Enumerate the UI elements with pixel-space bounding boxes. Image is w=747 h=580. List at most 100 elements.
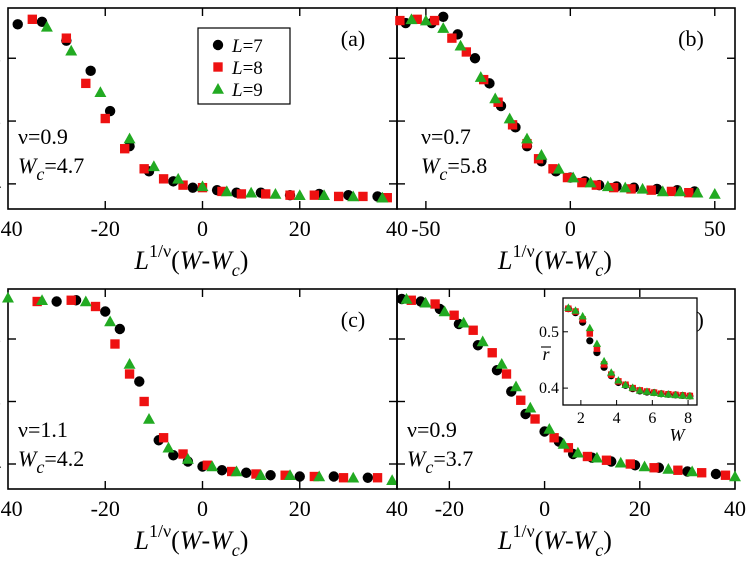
data-point xyxy=(110,339,120,349)
inset-data-point xyxy=(678,391,687,399)
data-point xyxy=(662,463,675,474)
x-tick-label: 40 xyxy=(386,216,408,241)
data-point xyxy=(347,190,360,202)
data-point xyxy=(220,185,233,197)
y-tick-label: 0.5 xyxy=(0,326,1,351)
x-tick-label: 40 xyxy=(386,496,408,521)
inset-data-point xyxy=(586,337,594,345)
nu-value: ν=0.9 xyxy=(407,417,457,442)
data-point xyxy=(147,160,160,172)
data-point xyxy=(625,459,635,469)
x-tick-label: 0 xyxy=(197,216,208,241)
data-point xyxy=(562,172,573,183)
data-point xyxy=(376,191,389,203)
x-tick-label: 50 xyxy=(704,216,726,241)
legend-marker xyxy=(213,62,223,72)
data-point xyxy=(178,180,188,190)
data-point xyxy=(516,395,526,405)
inset-data-point xyxy=(593,345,601,352)
data-point xyxy=(139,164,149,174)
data-point xyxy=(419,14,432,26)
data-point xyxy=(362,472,374,483)
data-point xyxy=(590,451,603,463)
data-point xyxy=(120,144,130,154)
data-point xyxy=(124,369,135,379)
data-point xyxy=(691,186,704,198)
data-point xyxy=(666,186,677,197)
inset-data-point xyxy=(621,380,630,389)
data-point xyxy=(338,473,349,483)
data-point xyxy=(608,182,619,193)
wc-value: Wc=4.2 xyxy=(18,446,84,477)
data-point xyxy=(419,296,432,308)
nu-value: ν=1.1 xyxy=(18,417,68,442)
data-point xyxy=(487,348,497,358)
data-point xyxy=(104,315,117,327)
panel-letter: (a) xyxy=(341,26,365,51)
inset-data-point xyxy=(671,390,680,399)
data-point xyxy=(449,310,459,320)
data-point xyxy=(571,446,584,458)
data-point xyxy=(94,86,107,97)
data-point xyxy=(386,474,399,486)
data-point xyxy=(2,291,14,303)
data-point xyxy=(139,396,149,407)
panel-b: -50 0 50 (b) ν=0.7 Wc=5.8 xyxy=(395,7,736,241)
data-point xyxy=(372,473,383,483)
data-point xyxy=(51,296,62,307)
data-point xyxy=(636,182,649,194)
inset-y-tick-label: 0.4 xyxy=(539,380,559,397)
data-point xyxy=(524,401,537,413)
data-point xyxy=(196,180,209,192)
x-tick-label: 20 xyxy=(289,216,311,241)
x-axis-label: L1/ν(W-Wc) xyxy=(497,241,612,280)
wc-value: Wc=5.8 xyxy=(421,153,487,184)
data-point xyxy=(285,190,295,200)
data-point xyxy=(729,470,741,482)
data-point xyxy=(510,380,522,392)
inset-data-point xyxy=(664,390,673,398)
data-point xyxy=(521,132,533,144)
data-point xyxy=(438,305,451,317)
data-point xyxy=(100,306,111,317)
inset-data-point xyxy=(578,311,587,320)
inset-data-point xyxy=(585,323,594,332)
inset-x-tick-label: 4 xyxy=(613,410,621,427)
data-point xyxy=(347,471,360,483)
inset-data-point xyxy=(586,330,594,337)
data-point xyxy=(582,451,593,462)
legend-label: L=7 xyxy=(231,36,263,57)
x-tick-label: 0 xyxy=(197,496,208,521)
y-tick-label: 0.45 xyxy=(0,108,1,133)
data-point xyxy=(447,33,457,43)
x-tick-label: -40 xyxy=(0,496,23,521)
data-point xyxy=(412,14,422,24)
wc-value: Wc=3.7 xyxy=(407,446,473,477)
data-point xyxy=(216,465,228,476)
series-L9 xyxy=(405,13,721,199)
series-L9 xyxy=(40,20,389,203)
data-point xyxy=(619,181,632,193)
data-point xyxy=(230,465,243,477)
data-point xyxy=(552,162,565,174)
data-point xyxy=(548,164,558,174)
data-point xyxy=(405,13,418,25)
data-point xyxy=(226,466,237,477)
inset-data-point xyxy=(592,339,602,347)
data-point xyxy=(236,189,247,199)
data-point xyxy=(309,471,320,482)
panel-frame xyxy=(396,7,736,210)
data-point xyxy=(557,438,570,449)
y-tick-label: 0.4 xyxy=(0,451,1,476)
legend-marker xyxy=(212,83,224,94)
inset-x-tick-label: 8 xyxy=(684,410,692,427)
data-point xyxy=(313,470,326,482)
inset-data-point xyxy=(657,389,666,398)
inset-data-point xyxy=(599,356,609,365)
y-tick-label: 0.5 xyxy=(0,45,1,70)
nu-value: ν=0.9 xyxy=(18,124,68,149)
inset-x-tick-label: 2 xyxy=(577,410,585,427)
data-point xyxy=(32,296,42,307)
data-point xyxy=(36,16,48,28)
data-point xyxy=(100,113,110,124)
